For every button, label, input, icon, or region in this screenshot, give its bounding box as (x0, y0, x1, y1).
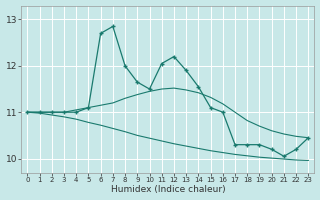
X-axis label: Humidex (Indice chaleur): Humidex (Indice chaleur) (110, 185, 225, 194)
